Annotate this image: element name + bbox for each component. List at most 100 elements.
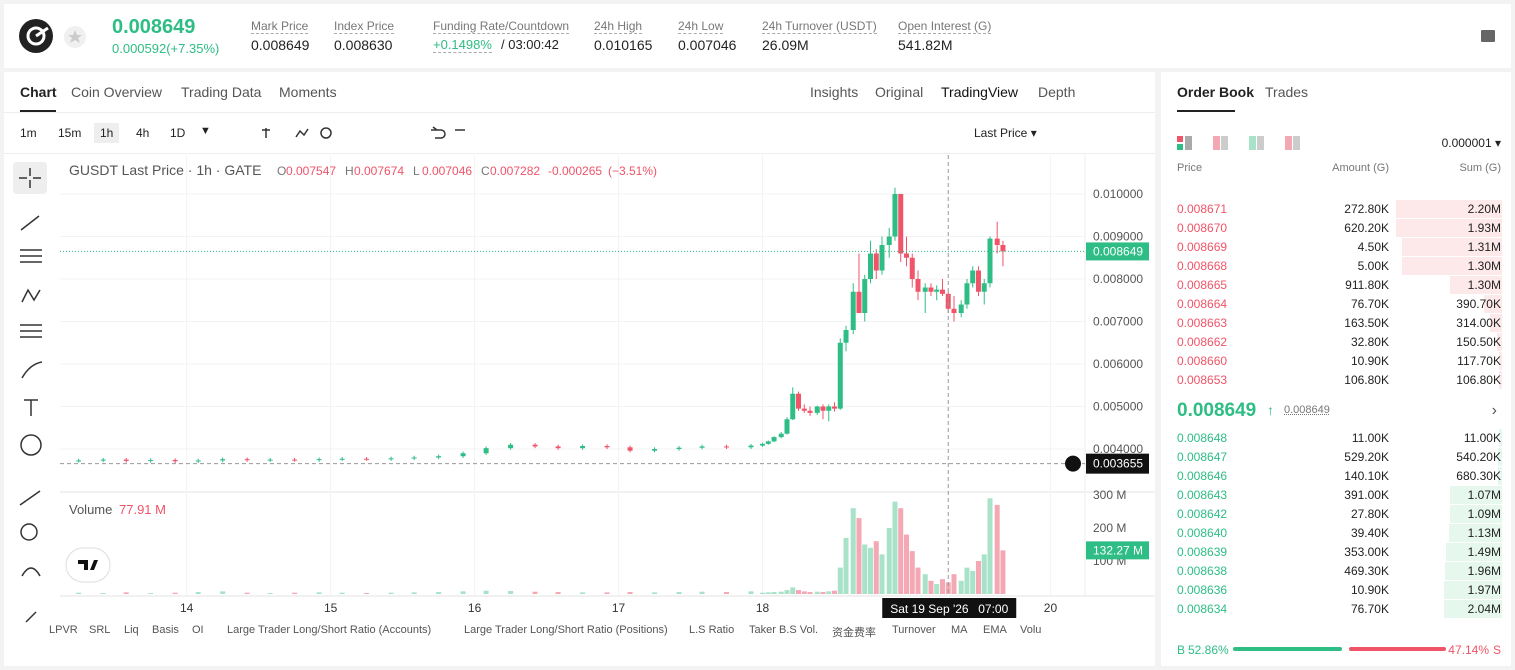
candle-body (915, 279, 921, 292)
price: 0.008639 (1177, 545, 1228, 559)
book-icon[interactable] (1480, 28, 1496, 44)
price: 0.008638 (1177, 564, 1228, 578)
candle-body (220, 459, 226, 461)
candle-body (1000, 245, 1006, 252)
candle-body (267, 459, 273, 461)
volume-bar (76, 592, 82, 594)
volume-bar (915, 567, 921, 594)
volume-bar (820, 592, 826, 594)
candle-body (939, 289, 945, 294)
last-price-box (1086, 242, 1149, 261)
volume-bar (1000, 550, 1006, 594)
candle-body (837, 342, 843, 409)
sum: 106.80K (1456, 373, 1501, 387)
chart-tab: Coin Overview (71, 84, 163, 100)
stat-value: 0.008649 (251, 37, 310, 53)
indicator-tab: OI (192, 624, 204, 636)
stat-label: Open Interest (G) (898, 19, 992, 34)
amount: 39.40K (1350, 526, 1389, 540)
candle-body (760, 443, 766, 446)
y-tick-label: 0.004000 (1093, 442, 1143, 456)
candle-body (436, 456, 442, 458)
sum: 1.97M (1467, 583, 1501, 597)
amount: 469.30K (1344, 564, 1389, 578)
ohlc-value: 0.007282 (490, 164, 540, 178)
stat-value: 0.010165 (594, 37, 653, 53)
candle-body (934, 289, 940, 292)
amount: 163.50K (1344, 316, 1389, 330)
column-header: Sum (G) (1459, 162, 1501, 174)
volume-bar (958, 580, 964, 594)
candle-body (892, 194, 898, 237)
depth-bar (1396, 219, 1502, 237)
order-book-tab: Order Book (1177, 84, 1255, 100)
volume-bar (388, 592, 394, 594)
amount: 353.00K (1344, 545, 1389, 559)
candle-body (604, 446, 610, 448)
precision-value: 0.000001 (1441, 136, 1492, 150)
depth-bar (1490, 314, 1502, 332)
indicator-tab: EMA (983, 624, 1007, 636)
volume-bar (790, 587, 796, 594)
crosshair-price-label: 0.003655 (1093, 457, 1143, 471)
candle-body (820, 406, 826, 411)
amount: 911.80K (1345, 278, 1389, 292)
volume-bar (676, 592, 682, 594)
view-tab: Insights (810, 84, 859, 100)
stat-label: Funding Rate/Countdown (433, 19, 570, 34)
candle-body (76, 460, 82, 462)
price: 0.008634 (1177, 602, 1228, 616)
candle-body (724, 446, 730, 448)
volume-bar (892, 501, 898, 594)
volume-bar (760, 592, 766, 594)
sum: 2.04M (1467, 602, 1501, 616)
candle-body (964, 283, 970, 305)
volume-bar (580, 592, 586, 594)
volume-bar (364, 593, 370, 594)
volume-bar (244, 592, 250, 594)
price: 0.008669 (1177, 240, 1228, 254)
volume-bar (699, 591, 705, 594)
candle-body (778, 433, 784, 438)
chart-tab: Chart (20, 84, 57, 100)
volume-bar (987, 498, 993, 594)
depth-bar (1450, 276, 1502, 294)
price-type[interactable]: Last Price ▾ (974, 126, 1037, 140)
chart-panel: Chart Coin Overview Trading Data Moments In… (4, 72, 1155, 666)
candle-body (627, 447, 633, 451)
interval: 15m (58, 126, 82, 140)
amount: 10.90K (1350, 354, 1389, 368)
price: 0.008640 (1177, 526, 1228, 540)
volume-bar (100, 593, 106, 594)
volume-bar (945, 582, 951, 594)
volume-bar (928, 580, 934, 594)
buy-bar (1233, 647, 1342, 651)
volume-bar (796, 590, 802, 594)
candle-body (862, 279, 868, 314)
volume-tick-label: 200 M (1093, 521, 1126, 535)
candle-body (364, 458, 370, 460)
view-mode-icons[interactable] (1177, 134, 1307, 152)
volume-legend: Volume (69, 502, 112, 517)
favorite-star[interactable] (64, 26, 86, 48)
candle-body (873, 253, 879, 271)
candle-body (580, 446, 586, 449)
depth-bar (1396, 200, 1502, 218)
candle-body (945, 293, 951, 309)
price: 0.008665 (1177, 278, 1228, 292)
precision[interactable]: 0.000001 ▾ (1441, 136, 1501, 150)
chart-tab: Trading Data (181, 84, 262, 100)
sum: 314.00K (1456, 316, 1501, 330)
y-tick-label: 0.007000 (1093, 315, 1143, 329)
amount: 391.00K (1344, 488, 1389, 502)
column-header: Price (1177, 162, 1203, 174)
sum: 390.70K (1456, 297, 1501, 311)
candle-body (970, 270, 976, 284)
volume-bar (856, 518, 862, 594)
volume-bar (898, 508, 904, 594)
depth-bar (1402, 238, 1502, 256)
price: 0.008648 (1177, 431, 1228, 445)
volume-bar (195, 592, 201, 594)
candle-body (958, 304, 964, 314)
header: 0.008649 0.000592(+7.35%) Mark Price 0.00… (4, 4, 1511, 68)
